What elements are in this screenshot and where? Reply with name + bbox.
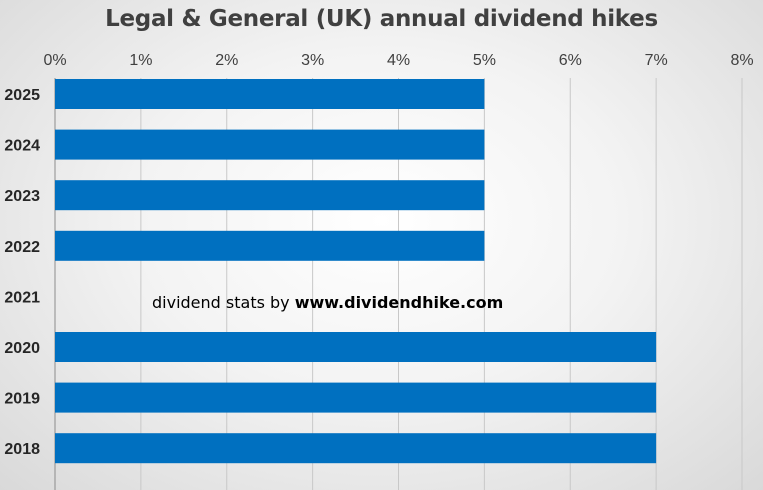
bar: [55, 382, 657, 413]
y-category-label: 2020: [4, 340, 40, 357]
x-tick-label: 8%: [730, 52, 753, 69]
bar: [55, 433, 657, 464]
bar: [55, 230, 485, 261]
watermark-annotation: dividend stats by www.dividendhike.com: [152, 293, 503, 312]
bar: [55, 180, 485, 211]
x-tick-label: 0%: [43, 52, 66, 69]
bar: [55, 332, 657, 362]
bar: [55, 79, 485, 109]
watermark-site: www.dividendhike.com: [294, 293, 504, 312]
bar: [55, 129, 485, 160]
y-category-label: 2018: [4, 441, 40, 458]
x-tick-label: 5%: [473, 52, 496, 69]
chart-title: Legal & General (UK) annual dividend hik…: [105, 6, 658, 32]
x-tick-label: 2%: [215, 52, 238, 69]
x-tick-label: 4%: [387, 52, 410, 69]
y-category-label: 2024: [4, 138, 40, 155]
y-category-label: 2021: [4, 289, 40, 306]
x-tick-label: 1%: [129, 52, 152, 69]
watermark-prefix: dividend stats by: [152, 293, 295, 312]
x-tick-label: 3%: [301, 52, 324, 69]
y-category-label: 2023: [4, 188, 40, 205]
y-category-label: 2022: [4, 239, 40, 256]
x-tick-label: 7%: [645, 52, 668, 69]
y-category-label: 2025: [4, 87, 40, 104]
x-tick-label: 6%: [559, 52, 582, 69]
y-category-label: 2019: [4, 391, 40, 408]
